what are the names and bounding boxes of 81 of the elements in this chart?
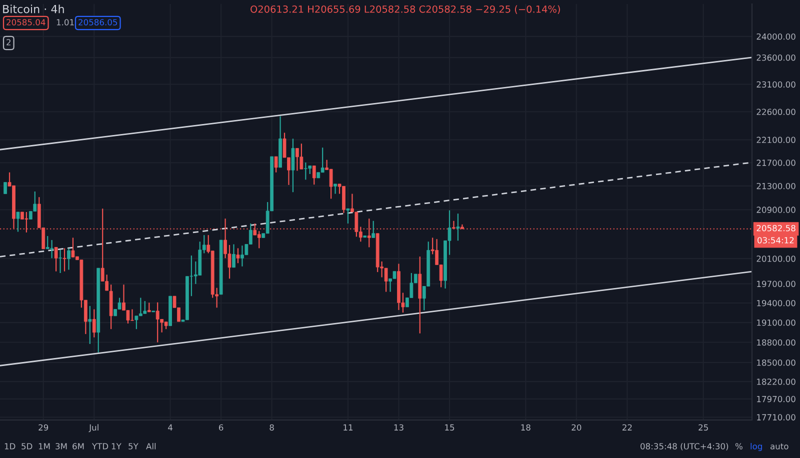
y-tick-label: 22600.00 [756,108,796,116]
text: 03:54:12 [758,237,794,244]
candlestick [300,143,304,170]
x-tick-label: 22 [622,424,632,430]
candlestick [456,213,460,242]
candlestick [334,183,337,194]
annotation: 20585.04 [6,19,46,26]
x-tick-label: 13 [394,424,404,431]
y-tick-label: 17970.00 [757,396,796,402]
y-tick-label: 21700.00 [756,160,796,166]
text: 5D [22,443,32,450]
candlestick [71,237,75,258]
x-tick-label: 15 [445,424,454,431]
candlestick [346,208,350,224]
y-tick-label: 19100.00 [757,320,796,326]
candlestick [291,138,295,193]
annotation: 1.01 [56,19,74,26]
text: log [750,442,762,452]
y-tick-label: 23100.00 [756,81,796,88]
candlestick [240,245,244,267]
x-tick-label: 25 [698,424,708,431]
candlestick [329,168,333,200]
text: 5Y [128,443,138,450]
y-tick-label: 18800.00 [757,339,796,346]
candlestick [134,315,138,330]
candlestick [62,248,66,272]
candlestick [92,308,96,338]
chart-title: Bitcoin · 4h [3,4,64,14]
candlestick [67,248,70,270]
text: All [146,442,156,450]
candlestick [46,235,50,250]
y-tick-label: 17710.00 [757,414,796,420]
text: auto [770,443,788,450]
y-tick-label: 19700.00 [757,280,796,288]
y-tick-label: 18500.00 [757,359,796,366]
candlestick [236,248,240,264]
text: 6M [72,443,84,450]
x-tick-label: 6 [218,424,224,431]
x-tick-label: Jul [88,424,98,432]
y-tick-label: 20100.00 [756,256,796,262]
text: % [735,443,742,450]
y-tick-label: 20900.00 [756,206,796,213]
x-tick-label: 18 [521,424,530,431]
annotation: 20586.05 [78,19,118,26]
candlestick [274,156,278,173]
candlestick [4,182,7,194]
candlestick [138,297,142,316]
y-tick-label: 19400.00 [757,300,796,306]
candlestick [147,302,151,312]
ref-line-label: 20582.58 [756,224,796,232]
candlestick [50,239,54,259]
x-tick-label: 8 [270,424,274,431]
candlestick [372,220,376,238]
candlestick [304,162,308,180]
candlestick [58,249,62,274]
text: 08:35:48 (UTC+4:30) [640,442,728,450]
candlestick [156,302,160,343]
text: 1Y [112,443,122,450]
text: YTD [92,443,108,450]
y-tick-label: 23600.00 [756,54,796,61]
annotation: 2 [6,39,10,46]
y-tick-label: 18220.00 [757,378,796,385]
x-tick-label: 11 [344,424,353,430]
candlestick [88,305,92,345]
candlestick [312,165,316,186]
candlestick [16,211,20,232]
x-tick-label: 29 [38,424,48,431]
candlestick [257,230,261,249]
candlestick [143,300,147,314]
y-tick-label: 21300.00 [756,182,796,190]
text: 1M [38,443,50,450]
text: 1D [4,443,16,450]
x-tick-label: 20 [572,424,582,431]
text: 3M [56,443,67,450]
chart-subtitle: O20613.21 H20655.69 L20582.58 C20582.58 −29.25 (−0.14%) [250,5,560,14]
candlestick [232,244,236,268]
x-tick-label: 4 [168,424,172,430]
y-tick-label: 22100.00 [756,136,796,144]
candlestick [54,246,58,272]
y-tick-label: 24000.00 [756,33,796,40]
candlestick [296,148,299,172]
